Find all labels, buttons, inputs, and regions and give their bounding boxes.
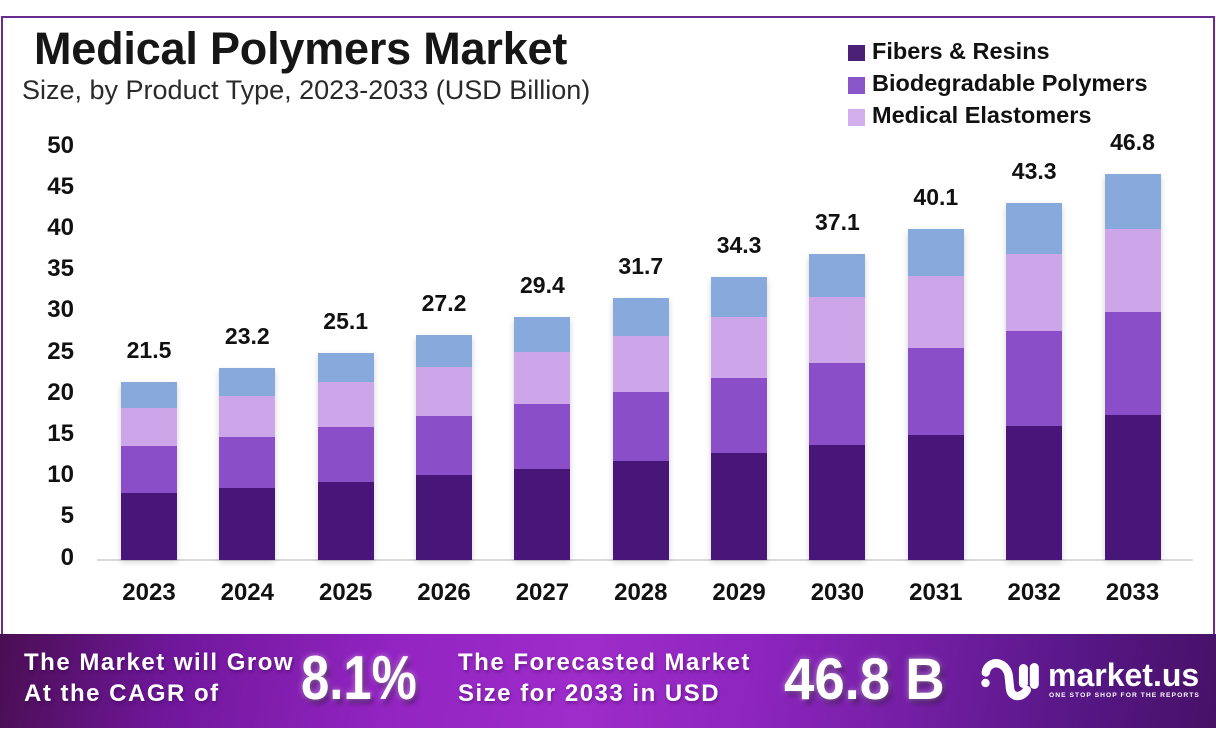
svg-text:ONE STOP SHOP FOR THE REPORTS: ONE STOP SHOP FOR THE REPORTS [1049,692,1200,699]
svg-text:market.us: market.us [1048,657,1199,693]
